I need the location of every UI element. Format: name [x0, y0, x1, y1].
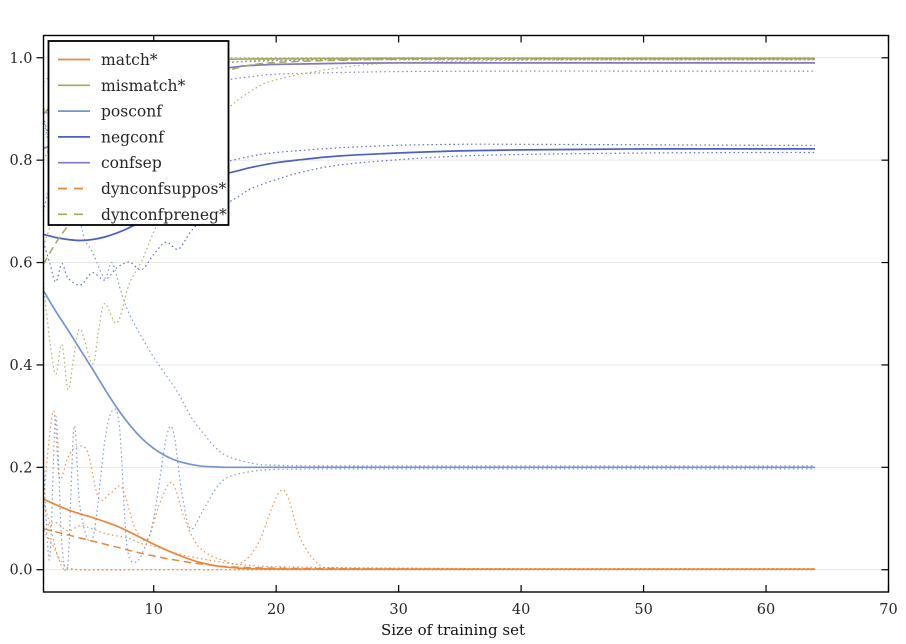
x-tick-label: 10 — [144, 602, 162, 618]
x-tick-label: 60 — [757, 602, 775, 618]
series-posconf-mean — [42, 290, 815, 469]
series-negconf-band-lower — [42, 151, 816, 286]
legend-label: dynconfpreneg* — [101, 206, 227, 224]
series-dynconfpreneg-band-lower — [42, 59, 816, 391]
x-axis-label: Size of training set — [380, 621, 525, 639]
legend-label: negconf — [101, 128, 165, 146]
legend-label: match* — [101, 51, 158, 69]
x-tick-label: 40 — [512, 602, 530, 618]
legend-label: mismatch* — [101, 77, 185, 95]
series-dynconfsuppos-band-lower — [42, 529, 815, 571]
series-mismatch-band-lower — [42, 58, 816, 161]
legend-label: dynconfsuppos* — [101, 180, 226, 198]
x-tick-label: 20 — [267, 602, 285, 618]
y-tick-label: 0.2 — [9, 460, 32, 476]
x-tick-label: 50 — [634, 602, 652, 618]
legend-label: confsep — [101, 154, 162, 172]
legend-label: posconf — [101, 103, 163, 121]
y-tick-label: 1.0 — [9, 51, 32, 67]
y-tick-label: 0.6 — [9, 256, 32, 272]
series-dynconfsuppos-mean — [43, 528, 815, 570]
x-tick-label: 30 — [389, 602, 407, 618]
y-tick-label: 0.8 — [9, 153, 32, 169]
plot-border — [42, 34, 890, 593]
y-tick-label: 0.4 — [9, 358, 32, 374]
y-tick-label: 0.0 — [9, 563, 32, 579]
x-tick-label: 70 — [879, 602, 897, 618]
series-dynconfsuppos-band-upper — [43, 521, 816, 570]
legend — [47, 40, 230, 226]
